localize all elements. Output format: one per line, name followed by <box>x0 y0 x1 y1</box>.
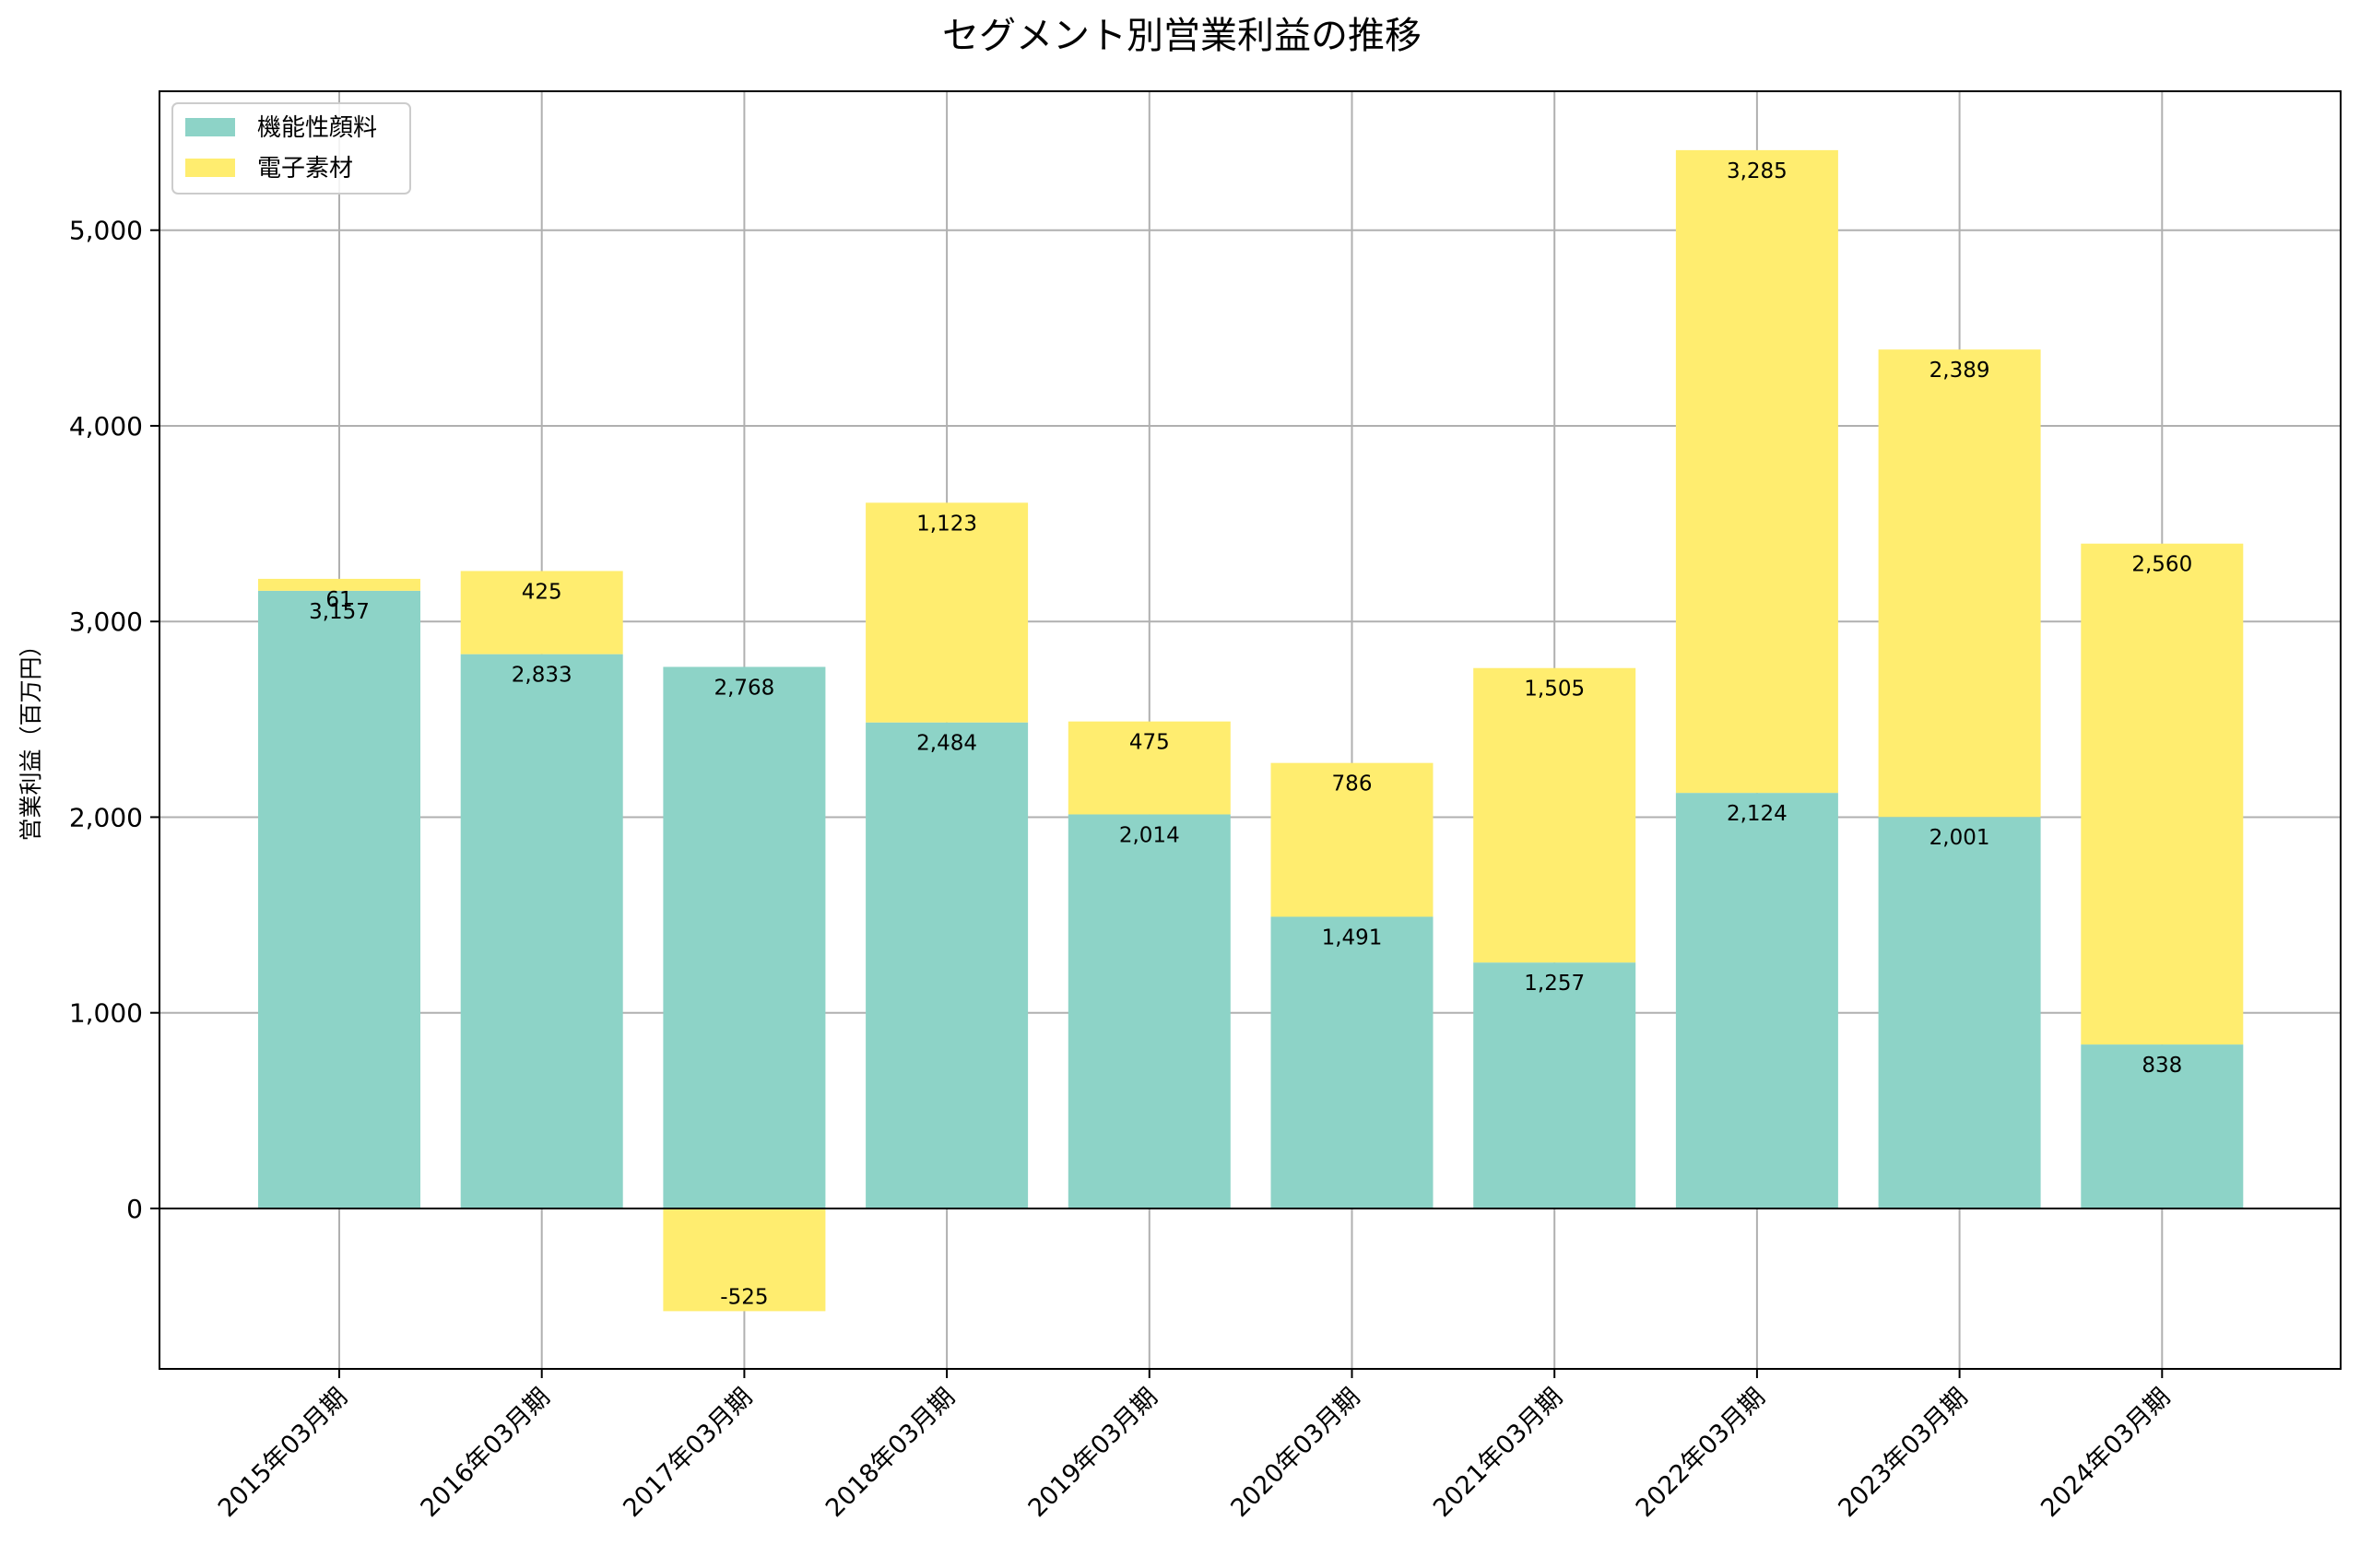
y-tick-label: 0 <box>126 1194 143 1224</box>
bar-denshi-sozai <box>2081 543 2244 1045</box>
bar-denshi-sozai <box>258 578 420 591</box>
legend-swatch <box>185 159 235 177</box>
data-label: 475 <box>1129 731 1170 755</box>
y-tick-label: 1,000 <box>69 998 143 1029</box>
x-tick-label: 2023年03月期 <box>1833 1383 1973 1523</box>
data-label: 2,124 <box>1727 802 1788 826</box>
data-label: 2,833 <box>512 664 572 688</box>
data-label: 786 <box>1332 772 1373 796</box>
y-axis-label: 営業利益（百万円） <box>18 633 44 841</box>
y-tick-label: 5,000 <box>69 216 143 246</box>
x-tick-label: 2020年03月期 <box>1225 1383 1365 1523</box>
data-label: 2,389 <box>1929 359 1990 383</box>
bar-denshi-sozai <box>866 502 1029 723</box>
x-tick-label: 2016年03月期 <box>416 1383 556 1523</box>
bar-denshi-sozai <box>460 571 623 654</box>
bar-kinousei-ganryo <box>1068 814 1231 1208</box>
x-tick-label: 2019年03月期 <box>1023 1383 1163 1523</box>
data-label: 3,285 <box>1727 159 1788 183</box>
chart-title: セグメント別営業利益の推移 <box>942 15 1422 57</box>
x-tick-label: 2018年03月期 <box>820 1383 961 1523</box>
data-label: 1,257 <box>1524 972 1585 996</box>
data-label: -525 <box>720 1285 768 1309</box>
bar-kinousei-ganryo <box>2081 1044 2244 1208</box>
data-label: 1,491 <box>1322 925 1383 949</box>
x-tick-label: 2021年03月期 <box>1428 1383 1568 1523</box>
bar-kinousei-ganryo <box>1675 793 1838 1208</box>
data-label: 1,123 <box>916 512 977 536</box>
data-label: 2,001 <box>1929 826 1990 850</box>
bar-denshi-sozai <box>1878 349 2041 818</box>
y-tick-label: 3,000 <box>69 607 143 637</box>
y-tick-label: 4,000 <box>69 411 143 442</box>
bar-kinousei-ganryo <box>1473 962 1636 1208</box>
bar-denshi-sozai <box>663 1208 826 1312</box>
bar-kinousei-ganryo <box>1878 817 2041 1208</box>
plot-frame <box>159 90 2342 1370</box>
y-tick-label: 2,000 <box>69 802 143 832</box>
data-label: 2,014 <box>1119 823 1180 847</box>
data-label: 425 <box>522 580 562 604</box>
legend-label: 電子素材 <box>257 155 353 183</box>
data-label: 1,505 <box>1524 678 1585 701</box>
bar-kinousei-ganryo <box>258 590 420 1208</box>
data-label: 2,484 <box>916 732 977 756</box>
bars-layer <box>258 149 2244 1312</box>
data-label: 3,157 <box>309 600 370 624</box>
x-tick-label: 2024年03月期 <box>2036 1383 2176 1523</box>
bar-denshi-sozai <box>1675 149 1838 794</box>
x-tick-label: 2017年03月期 <box>618 1383 758 1523</box>
bar-denshi-sozai <box>1473 667 1636 963</box>
data-label: 838 <box>2142 1054 2182 1078</box>
legend-label: 機能性顔料 <box>257 114 377 142</box>
bar-denshi-sozai <box>1068 721 1231 815</box>
x-tick-label: 2022年03月期 <box>1631 1383 1771 1523</box>
data-label: 2,560 <box>2131 553 2192 577</box>
data-label: 61 <box>325 588 352 612</box>
x-tick-label: 2015年03月期 <box>213 1383 353 1523</box>
legend-swatch <box>185 118 235 136</box>
bar-kinousei-ganryo <box>1270 916 1434 1208</box>
data-label: 2,768 <box>714 676 774 700</box>
bar-denshi-sozai <box>1270 762 1434 917</box>
bar-kinousei-ganryo <box>460 654 623 1208</box>
bar-kinousei-ganryo <box>663 666 826 1208</box>
bar-kinousei-ganryo <box>866 722 1029 1208</box>
